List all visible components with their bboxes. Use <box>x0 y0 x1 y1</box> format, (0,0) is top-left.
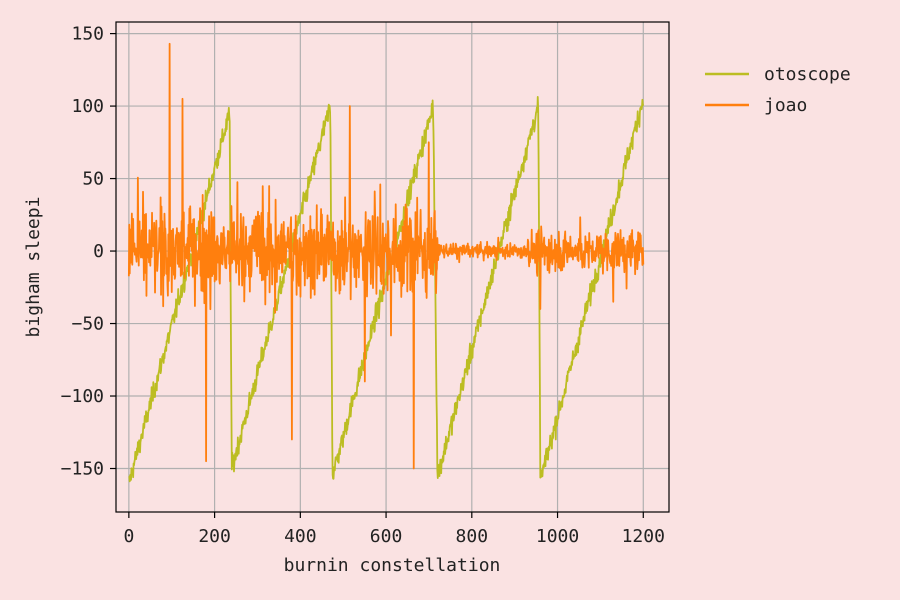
series-line-joao <box>127 42 645 470</box>
legend-label-otoscope: otoscope <box>764 64 851 85</box>
y-tick-label: −100 <box>61 386 104 407</box>
y-tick-label: 50 <box>82 169 104 190</box>
x-tick-label: 400 <box>284 526 317 547</box>
x-tick-label: 1000 <box>536 526 579 547</box>
y-tick-label: −150 <box>61 459 104 480</box>
plot-area <box>116 22 669 512</box>
x-tick-label: 0 <box>123 526 134 547</box>
x-tick-label: 200 <box>198 526 231 547</box>
y-tick-label: 0 <box>93 241 104 262</box>
x-tick-label: 600 <box>370 526 403 547</box>
legend: otoscope joao <box>705 64 851 116</box>
legend-label-joao: joao <box>764 95 807 116</box>
x-tick-label: 800 <box>456 526 489 547</box>
y-tick-label: −50 <box>71 314 104 335</box>
y-tick-label: 150 <box>71 24 104 45</box>
y-tick-label: 100 <box>71 96 104 117</box>
x-axis-ticks: 0 200 400 600 800 1000 1200 <box>123 512 665 547</box>
series-line-otoscope <box>128 95 645 483</box>
y-axis-label: bigham sleepi <box>23 197 44 338</box>
y-axis-ticks: −150 −100 −50 0 50 100 150 <box>61 24 116 480</box>
series-layer <box>127 42 645 483</box>
x-axis-label: burnin constellation <box>284 555 501 576</box>
x-tick-label: 1200 <box>622 526 665 547</box>
plot-frame <box>115 21 670 513</box>
